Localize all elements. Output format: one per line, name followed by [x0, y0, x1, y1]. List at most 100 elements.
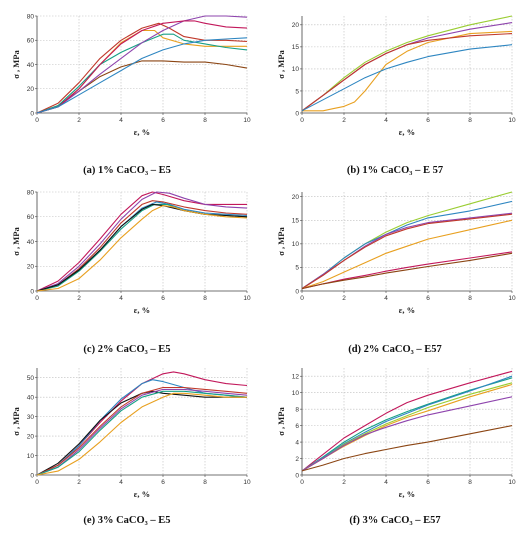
y-tick-label: 10: [292, 241, 300, 248]
x-tick-label: 6: [161, 295, 165, 302]
y-axis-label: σ , MPa: [276, 407, 286, 436]
x-tick-label: 2: [77, 295, 81, 302]
y-tick-label: 2: [295, 456, 299, 463]
y-tick-label: 10: [292, 66, 300, 73]
series-line-6: [36, 20, 248, 114]
panel-caption: (e) 3% CaCO₃ – E5: [83, 515, 170, 526]
y-tick-label: 60: [27, 214, 35, 221]
x-tick-label: 10: [508, 117, 516, 124]
chart-panel-3: 0 2 4 6 8 10 0 20 40 60 80 ε, % σ , MPa (c) 2% CaCO₃ …: [11, 189, 251, 355]
panel-caption: (b) 1% CaCO₃ – E 57: [347, 165, 443, 176]
x-tick-label: 8: [203, 479, 207, 486]
y-tick-label: 0: [30, 110, 34, 117]
y-tick-label: 15: [292, 218, 300, 225]
x-axis-label: ε, %: [399, 489, 415, 499]
x-tick-label: 8: [468, 479, 472, 486]
chart-panel-4: 0 2 4 6 8 10 0 5 10 15 20 ε, % σ , MPa (d) 2% CaCO₃ –…: [276, 191, 516, 355]
y-tick-label: 40: [27, 62, 35, 69]
series-line-5: [36, 388, 248, 476]
panel-caption: (d) 2% CaCO₃ – E57: [348, 344, 442, 355]
series-line-7: [36, 37, 248, 114]
x-tick-label: 6: [426, 479, 430, 486]
y-tick-label: 8: [295, 406, 299, 413]
x-tick-label: 4: [119, 295, 123, 302]
x-tick-label: 10: [243, 295, 251, 302]
series-line-3: [36, 200, 248, 292]
x-tick-label: 4: [384, 479, 388, 486]
chart-panel-6: 0 2 4 6 8 10 0 2 4 6 8 10 12 ε, % σ , MPa (f) 3% CaCO₃ …: [276, 368, 516, 526]
y-tick-label: 0: [30, 288, 34, 295]
series-line-4: [301, 213, 513, 290]
y-tick-label: 6: [295, 423, 299, 430]
y-tick-label: 20: [292, 194, 300, 201]
series-line-2: [36, 191, 248, 292]
x-tick-label: 8: [468, 295, 472, 302]
y-tick-label: 20: [27, 264, 35, 271]
series-line-5: [301, 219, 513, 290]
x-tick-label: 0: [300, 295, 304, 302]
x-axis-label: ε, %: [134, 127, 150, 137]
x-tick-label: 2: [342, 295, 346, 302]
x-axis-label: ε, %: [134, 305, 150, 315]
x-tick-label: 6: [426, 117, 430, 124]
plot-area: [302, 192, 512, 291]
x-tick-label: 4: [119, 479, 123, 486]
y-tick-label: 5: [295, 265, 299, 272]
series-line-7: [36, 392, 247, 476]
y-tick-label: 80: [27, 13, 35, 20]
y-tick-label: 0: [30, 472, 34, 479]
y-tick-label: 0: [295, 110, 299, 117]
x-tick-label: 8: [468, 117, 472, 124]
y-tick-label: 40: [27, 239, 35, 246]
y-axis-label: σ , MPa: [276, 50, 286, 79]
x-tick-label: 2: [342, 117, 346, 124]
x-tick-label: 0: [35, 117, 39, 124]
y-axis-label: σ , MPa: [11, 407, 21, 436]
x-tick-label: 4: [384, 117, 388, 124]
x-tick-label: 2: [77, 117, 81, 124]
chart-panel-1: 0 2 4 6 8 10 0 20 40 60 80 ε, % σ , MPa (a) 1% CaCO₃ …: [11, 13, 251, 176]
series-line-4: [36, 386, 248, 476]
y-axis-label: σ , MPa: [11, 227, 21, 256]
y-tick-label: 50: [27, 375, 35, 382]
series-line-6: [36, 390, 248, 476]
x-tick-label: 10: [508, 479, 516, 486]
series-line-2: [301, 377, 513, 472]
y-tick-label: 60: [27, 38, 35, 45]
y-tick-label: 10: [27, 453, 35, 460]
y-tick-label: 40: [27, 394, 35, 401]
y-tick-label: 20: [27, 86, 35, 93]
chart-panel-5: 0 2 4 6 8 10 0 10 20 30 40 50 ε, % σ , MPa (e) 3% CaCO…: [11, 368, 251, 526]
series-line-7: [36, 205, 248, 292]
series-line-5: [301, 44, 513, 112]
series-line-1: [301, 370, 513, 472]
y-tick-label: 20: [27, 433, 35, 440]
x-tick-label: 6: [161, 117, 165, 124]
x-tick-label: 2: [342, 479, 346, 486]
x-tick-label: 4: [384, 295, 388, 302]
x-tick-label: 0: [300, 479, 304, 486]
x-tick-label: 10: [508, 295, 516, 302]
series-line-1: [302, 30, 513, 112]
x-tick-label: 10: [243, 117, 251, 124]
series-line-6: [301, 396, 513, 472]
panel-caption: (a) 1% CaCO₃ – E5: [83, 165, 171, 176]
x-tick-label: 8: [203, 117, 207, 124]
x-tick-label: 4: [119, 117, 123, 124]
y-tick-label: 4: [295, 439, 299, 446]
chart-panel-2: 0 2 4 6 8 10 0 5 10 15 20 ε, % σ , MPa (b) 1% CaCO₃ –…: [276, 15, 516, 176]
panel-caption: (c) 2% CaCO₃ – E5: [83, 344, 170, 355]
y-tick-label: 10: [292, 390, 300, 397]
y-tick-label: 15: [292, 44, 300, 51]
series-line-7: [301, 252, 513, 290]
x-tick-label: 0: [35, 295, 39, 302]
y-tick-label: 80: [27, 189, 35, 196]
y-tick-label: 5: [295, 88, 299, 95]
y-tick-label: 12: [292, 374, 300, 381]
y-tick-label: 0: [295, 472, 299, 479]
x-axis-label: ε, %: [134, 489, 150, 499]
plot-area: [302, 368, 512, 475]
series-line-3: [301, 375, 513, 472]
x-tick-label: 0: [35, 479, 39, 486]
